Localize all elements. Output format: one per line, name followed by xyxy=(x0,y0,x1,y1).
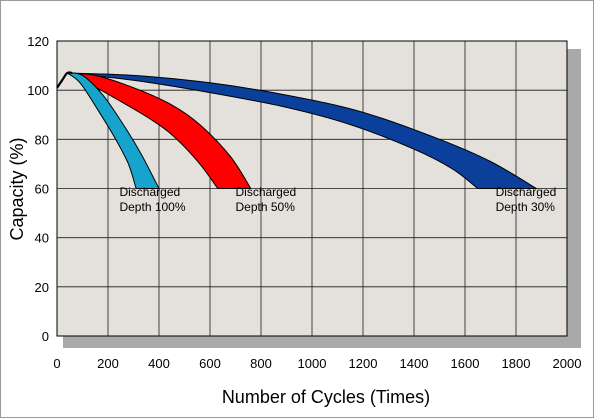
x-tick-label: 2000 xyxy=(553,356,582,371)
x-tick-label: 1800 xyxy=(502,356,531,371)
x-tick-label: 1200 xyxy=(349,356,378,371)
x-tick-label: 200 xyxy=(97,356,119,371)
x-tick-label: 1000 xyxy=(298,356,327,371)
series-area xyxy=(66,72,160,189)
tick-labels: 0 200 400 600 800 1000 1200 1400 1600 1800 2000 0 20… xyxy=(27,34,581,371)
x-tick-label: 600 xyxy=(199,356,221,371)
y-axis-label: Capacity (%) xyxy=(7,137,27,240)
annotation-line2: Depth 100% xyxy=(119,200,185,214)
x-tick-label: 800 xyxy=(250,356,272,371)
y-tick-label: 20 xyxy=(35,280,49,295)
annotation-line1: Discharged xyxy=(496,185,557,199)
series-areas xyxy=(56,71,539,189)
x-axis-label: Number of Cycles (Times) xyxy=(222,387,430,407)
grid-lines xyxy=(57,41,567,336)
annotation-line2: Depth 50% xyxy=(236,200,296,214)
y-tick-label: 40 xyxy=(35,231,49,246)
y-tick-label: 100 xyxy=(27,83,49,98)
x-tick-label: 1400 xyxy=(400,356,429,371)
y-tick-label: 0 xyxy=(42,329,49,344)
series-area xyxy=(66,72,252,189)
initial-capacity-curve xyxy=(56,71,73,89)
y-tick-label: 80 xyxy=(35,132,49,147)
y-tick-label: 60 xyxy=(35,182,49,197)
x-tick-label: 0 xyxy=(53,356,60,371)
series-area xyxy=(67,72,539,189)
y-tick-label: 120 xyxy=(27,34,49,49)
x-tick-label: 400 xyxy=(148,356,170,371)
annotation-line2: Depth 30% xyxy=(496,200,556,214)
annotation-line1: Discharged xyxy=(236,185,297,199)
x-tick-label: 1600 xyxy=(451,356,480,371)
annotation-line1: Discharged xyxy=(119,185,180,199)
